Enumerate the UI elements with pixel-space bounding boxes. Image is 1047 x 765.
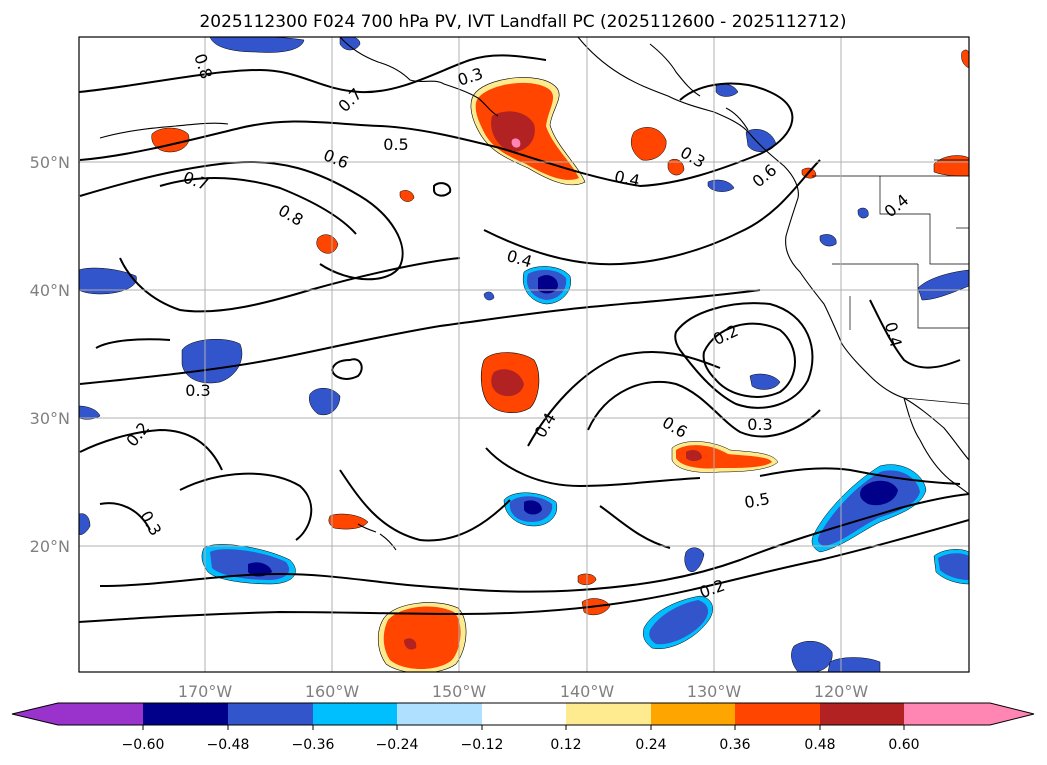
contour-label: 0.5 <box>383 135 408 154</box>
colorbar-tick-label: 0.60 <box>888 737 919 753</box>
lat-label-20n: 20°N <box>30 537 70 556</box>
colorbar-tick-label: 0.12 <box>550 737 581 753</box>
lon-label-140w: 140°W <box>560 682 615 701</box>
colorbar-tick-label: −0.36 <box>292 737 335 753</box>
colorbar-segment <box>482 703 566 725</box>
colorbar-segment <box>566 703 651 725</box>
positive-anomaly-regions <box>151 49 969 672</box>
colorbar-extend-high <box>904 703 1034 725</box>
lon-label-170w: 170°W <box>178 682 233 701</box>
colorbar-segment <box>651 703 735 725</box>
colorbar-segment <box>143 703 228 725</box>
contour-label: 0.3 <box>747 415 772 434</box>
longitude-labels: 170°W 160°W 150°W 140°W 130°W 120°W <box>178 682 869 701</box>
map-panel: 0.8 0.7 0.3 0.5 0.6 0.7 0.8 0.4 0.3 0.6 … <box>78 36 970 673</box>
contour-lines <box>79 54 969 623</box>
contour-label: 0.5 <box>743 489 771 512</box>
colorbar-tickmarks <box>142 725 905 730</box>
pv-anomaly-fill <box>79 37 969 672</box>
colorbar-extend-low <box>12 703 143 725</box>
colorbar-segment <box>228 703 313 725</box>
lon-label-120w: 120°W <box>814 682 869 701</box>
colorbar-tick-label: −0.48 <box>207 737 250 753</box>
political-borders <box>812 159 969 405</box>
negative-anomaly-regions <box>79 37 969 672</box>
colorbar-segment <box>735 703 820 725</box>
colorbar-segment <box>313 703 397 725</box>
lat-label-30n: 30°N <box>30 409 70 428</box>
lat-label-50n: 50°N <box>30 153 70 172</box>
colorbar: −0.60 −0.48 −0.36 −0.24 −0.12 0.12 0.24 … <box>11 702 1035 753</box>
colorbar-tick-label: −0.60 <box>122 737 165 753</box>
lon-label-130w: 130°W <box>687 682 742 701</box>
contour-label: 0.4 <box>613 167 642 191</box>
map-frame <box>78 36 970 673</box>
colorbar-outline <box>11 702 1035 726</box>
coastlines <box>99 37 969 551</box>
colorbar-tick-label: 0.48 <box>804 737 835 753</box>
colorbar-tick-label: −0.24 <box>376 737 419 753</box>
gridlines <box>79 37 969 672</box>
map-title: 2025112300 F024 700 hPa PV, IVT Landfall… <box>199 12 846 32</box>
colorbar-segment <box>820 703 904 725</box>
colorbar-tick-label: −0.12 <box>461 737 504 753</box>
lat-label-40n: 40°N <box>30 281 70 300</box>
colorbar-segment <box>397 703 482 725</box>
latitude-labels: 50°N 40°N 30°N 20°N <box>30 153 70 556</box>
colorbar-tick-label: 0.24 <box>635 737 666 753</box>
contour-label: 0.3 <box>185 381 210 400</box>
colorbar-tick-label: 0.36 <box>719 737 750 753</box>
lon-label-160w: 160°W <box>305 682 360 701</box>
lon-label-150w: 150°W <box>432 682 487 701</box>
